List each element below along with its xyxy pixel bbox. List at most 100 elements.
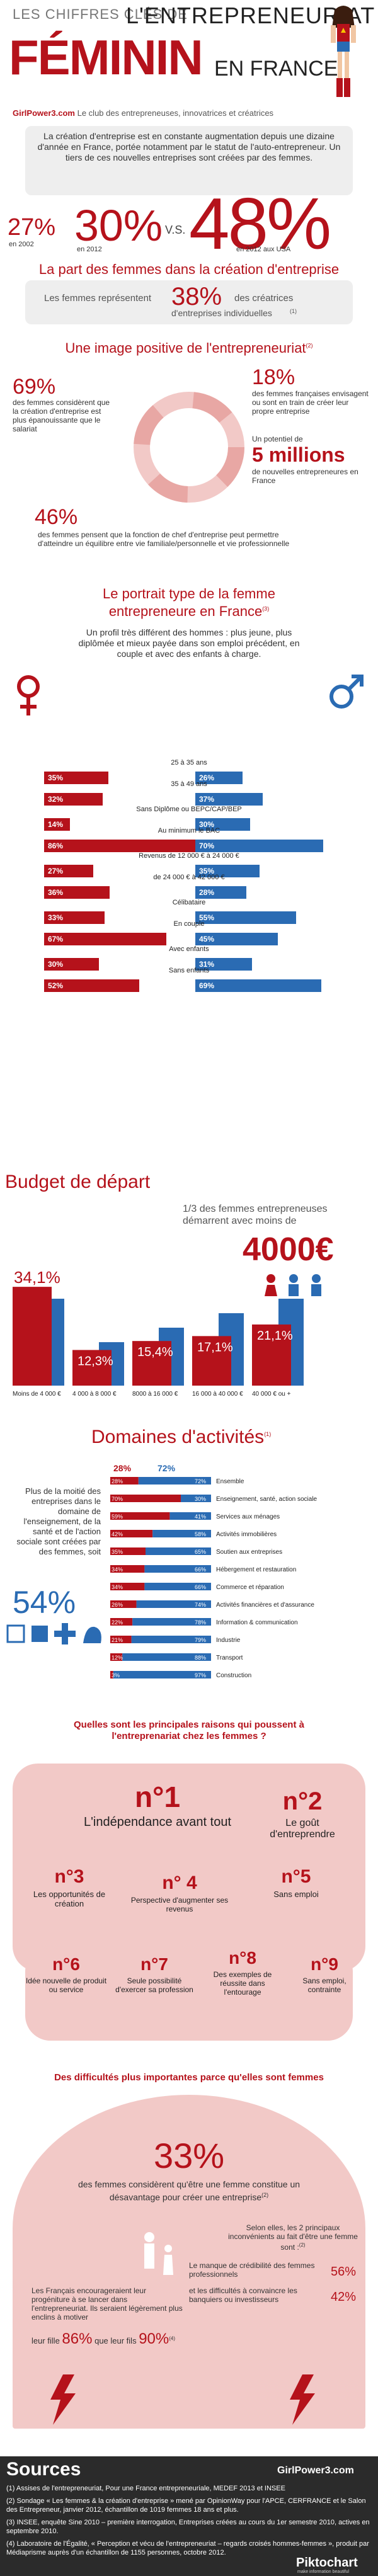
portrait-bar-female: 27% — [44, 865, 94, 877]
portrait-category-label: 25 à 35 ans — [171, 759, 207, 767]
domains-label-female: 35% — [112, 1549, 123, 1555]
domains-text: Plus de la moitié des entreprises dans l… — [16, 1486, 101, 1556]
domains-label-female: 42% — [112, 1531, 123, 1537]
domains-chart: 28% 72% Ensemble 70% 30% Enseignement, santé,… — [110, 1477, 318, 1679]
reason-label: Les opportunités de création — [33, 1889, 106, 1908]
reason-item: n°1 L'indépendance avant tout — [76, 1782, 239, 1830]
budget-value-label: 21,1% — [257, 1329, 293, 1343]
portrait-category-label: Au minimum le BAC — [158, 827, 220, 835]
reason-item: n°6 Idée nouvelle de produit ou service — [25, 1956, 107, 1995]
domains-section: Domaines d'activités(1) 28% 72% Plus de … — [0, 1427, 378, 1716]
portrait-category-label: Sans Diplôme ou BEPC/CAP/BEP — [136, 806, 242, 813]
reason-item: n°2 Le goût d'entreprendre — [252, 1789, 353, 1841]
domains-label-male: 30% — [195, 1496, 206, 1502]
reason-item: n°8 Des exemples de réussite dans l'entou… — [202, 1949, 284, 1997]
domains-category-label: Services aux ménages — [216, 1513, 280, 1520]
s3-value: 5 millions — [252, 443, 345, 466]
domains-bar-male — [113, 1671, 211, 1678]
stat-2002-label: en 2002 — [9, 241, 34, 248]
share-post: des créatrices — [234, 293, 294, 304]
portrait-bar-male: 69% — [195, 979, 322, 992]
budget-bar — [132, 1341, 171, 1386]
portrait-category-label: de 24 000 € à 42 000 € — [153, 874, 225, 881]
diff-girl: leur fille 86% que leur fils 90%(4) — [32, 2330, 176, 2347]
budget-bar — [72, 1350, 112, 1386]
brand-link[interactable]: GirlPower3.com — [13, 108, 75, 118]
budget-category-label: Moins de 4 000 € — [13, 1391, 61, 1398]
domains-label-male: 72% — [195, 1478, 206, 1485]
domains-bar-male — [144, 1565, 211, 1573]
domains-label-male: 41% — [195, 1513, 206, 1520]
s2-value: 18% — [252, 365, 295, 389]
domains-value: 54% — [13, 1585, 76, 1620]
image-section: Une image positive de l'entrepreneuriat(… — [0, 340, 378, 583]
diff-text: des femmes considèrent qu'être une femme… — [77, 2179, 301, 2203]
reason-rank: n°8 — [229, 1948, 256, 1968]
source-line: (2) Sondage « Les femmes & la création d… — [6, 2497, 366, 2514]
domains-bar-female — [110, 1547, 146, 1555]
domains-bar-female — [110, 1530, 153, 1537]
portrait-bar-male: 37% — [195, 793, 263, 806]
sources-section: Sources GirlPower3.com (1) Assises de l'… — [0, 2456, 378, 2576]
domains-label-female: 59% — [112, 1513, 123, 1520]
difficulties-section: Des difficultés plus importantes parce q… — [0, 2072, 378, 2431]
reason-label: Le goût d'entreprendre — [270, 1818, 335, 1840]
domains-bar-male — [138, 1477, 211, 1485]
domains-label-male: 78% — [195, 1619, 206, 1626]
domains-label-male: 97% — [195, 1672, 206, 1678]
budget-value-label: 15,4% — [137, 1345, 173, 1359]
domains-category-label: Activités immobilières — [216, 1531, 277, 1538]
reason-item: n°7 Seule possibilité d'exercer sa profes… — [113, 1956, 195, 1995]
domains-category-label: Soutien aux entreprises — [216, 1549, 282, 1556]
diff-kids: Les Français encourageraient leur progén… — [32, 2286, 183, 2322]
domains-category-label: Transport — [216, 1655, 243, 1661]
header-prefix: LES CHIFFRES CLÉS DE — [13, 6, 188, 22]
budget-bar — [192, 1336, 231, 1386]
reason-rank: n° 4 — [162, 1872, 197, 1893]
domains-bar-female — [110, 1583, 145, 1590]
sources-brand[interactable]: GirlPower3.com — [277, 2465, 354, 2476]
domains-label-female: 12% — [112, 1655, 123, 1661]
tagline-text: Le club des entrepreneuses, innovatrices… — [77, 108, 274, 118]
domains-bar-male — [122, 1653, 211, 1661]
budget-text: 1/3 des femmes entrepreneuses démarrent … — [183, 1204, 328, 1226]
domains-bar-male — [152, 1530, 211, 1537]
portrait-bar-female: 35% — [44, 772, 108, 784]
source-line: (4) Laboratoire de l'Égalité, « Percepti… — [6, 2540, 369, 2556]
budget-value: 4000€ — [243, 1231, 334, 1268]
domains-bar-male — [146, 1547, 211, 1555]
domains-bar-female — [110, 1565, 145, 1573]
domains-label-female: 34% — [112, 1566, 123, 1573]
intro-text: La création d'entreprise est en constant… — [37, 131, 341, 162]
image-title: Une image positive de l'entrepreneuriat(… — [65, 340, 313, 356]
superwoman-illustration — [331, 6, 356, 97]
domains-label-male: 65% — [195, 1549, 206, 1555]
diff-r2: et les difficultés à convaincre les banq… — [189, 2286, 297, 2304]
reason-label: Seule possibilité d'exercer sa professio… — [115, 1976, 193, 1994]
domains-label-female: 26% — [112, 1602, 123, 1608]
source-line: (3) INSEE, enquête Sine 2010 – première … — [6, 2519, 370, 2535]
portrait-text: Un profil très différent des hommes : pl… — [78, 627, 300, 659]
domains-category-label: Activités financières et d'assurance — [216, 1602, 314, 1609]
domains-bar-female — [110, 1600, 137, 1608]
intro-section: La création d'entreprise est en constant… — [0, 126, 378, 290]
difficulties-title: Des difficultés plus importantes parce q… — [54, 2072, 324, 2083]
domains-f-total: 28% — [113, 1463, 132, 1473]
domains-category-label: Industrie — [216, 1637, 241, 1644]
tagline: GirlPower3.com Le club des entrepreneuse… — [13, 108, 273, 118]
lightning-icons — [50, 2374, 315, 2425]
domains-bar-male — [132, 1618, 211, 1626]
portrait-bar-male: 35% — [195, 865, 260, 877]
reason-label: Idée nouvelle de produit ou service — [25, 1976, 107, 1994]
domains-bar-female — [110, 1636, 132, 1643]
domains-category-label: Hébergement et restauration — [216, 1566, 296, 1573]
reason-rank: n°6 — [52, 1954, 80, 1974]
portrait-section: Le portrait type de la femme entrepreneu… — [0, 586, 378, 1253]
domains-bar-female — [110, 1495, 181, 1502]
header-title-3: EN FRANCE — [214, 57, 338, 81]
domains-label-female: 21% — [112, 1637, 123, 1643]
domains-m-total: 72% — [158, 1463, 176, 1473]
header: LES CHIFFRES CLÉS DE L'ENTREPRENEURIAT F… — [0, 0, 378, 120]
domains-label-male: 88% — [195, 1655, 206, 1661]
portrait-title-2: entrepreneure en France(3) — [108, 603, 270, 619]
